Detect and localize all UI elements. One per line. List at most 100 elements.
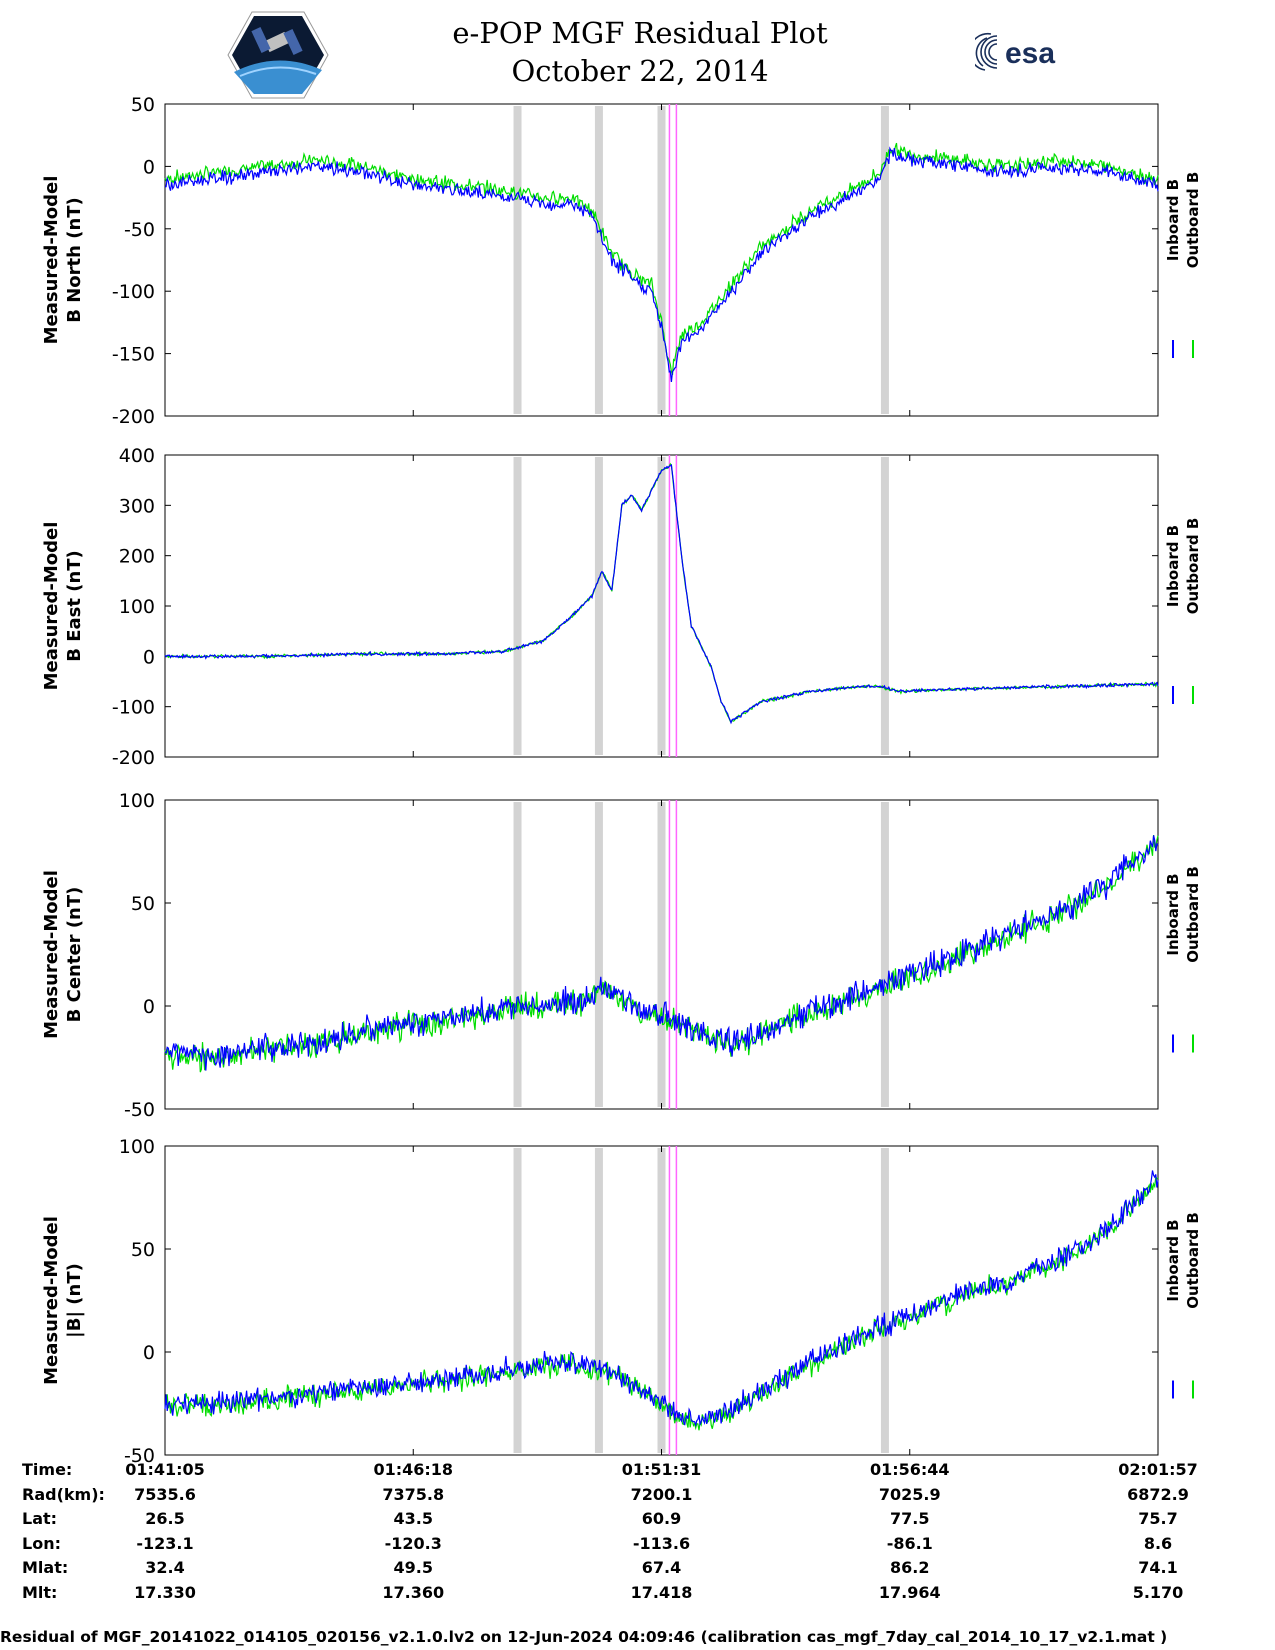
y-tick-label: -100: [112, 697, 155, 719]
y-tick-label: 50: [131, 94, 155, 116]
series-inboard-line: [164, 463, 1159, 725]
y-tick-label: 100: [119, 790, 155, 812]
info-row-label: Lon:: [22, 1533, 61, 1553]
gray-marker: [657, 802, 666, 1107]
legend-outboard-label: Outboard B: [1184, 172, 1202, 269]
y-axis-label: Measured-Model B Center (nT): [41, 870, 85, 1039]
info-row-label: Mlt:: [22, 1582, 58, 1602]
legend-outboard-label: Outboard B: [1184, 1212, 1202, 1309]
legend-inboard-label: Inboard B: [1164, 1219, 1182, 1301]
series-outboard-line: [164, 142, 1159, 376]
y-tick-label: -50: [124, 219, 155, 241]
plot-title: e-POP MGF Residual Plot October 22, 2014: [380, 14, 900, 90]
gray-marker: [880, 106, 889, 414]
gray-marker: [594, 457, 603, 755]
y-axis-label-line-2: B North (nT): [64, 197, 85, 323]
y-axis-label-line-2: |B| (nT): [64, 1263, 85, 1338]
info-cell: 7200.1: [630, 1484, 693, 1504]
info-cell: 02:01:57: [1118, 1460, 1198, 1479]
y-tick-label: 0: [143, 646, 155, 668]
info-cell: -120.3: [384, 1533, 442, 1553]
y-tick-label: 0: [143, 156, 155, 178]
y-tick-label: 50: [131, 1239, 155, 1261]
series-outboard-line: [164, 834, 1159, 1073]
y-tick-label: 300: [119, 495, 155, 517]
info-cell: 7375.8: [382, 1484, 445, 1504]
footer-caption: Residual of MGF_20141022_014105_020156_v…: [0, 1628, 1168, 1646]
y-tick-label: -100: [112, 281, 155, 303]
y-axis-label-line-2: B East (nT): [64, 550, 85, 662]
info-cell: 67.4: [641, 1558, 682, 1577]
info-cell: 7535.6: [134, 1484, 196, 1504]
legend-outboard-label: Outboard B: [1184, 866, 1202, 963]
y-tick-label: -200: [112, 747, 155, 769]
info-cell: 32.4: [145, 1558, 185, 1577]
info-cell: 17.418: [630, 1582, 693, 1602]
info-cell: 7025.9: [878, 1484, 941, 1504]
legend-inboard-label: Inboard B: [1164, 179, 1182, 261]
info-cell: 26.5: [145, 1509, 185, 1528]
y-tick-label: -150: [112, 344, 155, 366]
info-cell: -86.1: [886, 1533, 933, 1553]
y-axis-label-line-1: Measured-Model: [41, 870, 62, 1039]
esa-logo-icon: esa: [975, 32, 1055, 71]
info-cell: -113.6: [632, 1533, 691, 1553]
gray-marker: [880, 1148, 889, 1453]
info-row-label: Mlat:: [22, 1558, 69, 1577]
legend-outboard-label: Outboard B: [1184, 518, 1202, 615]
info-cell: 75.7: [1138, 1509, 1178, 1528]
info-cell: 8.6: [1143, 1533, 1173, 1553]
y-tick-label: 50: [131, 893, 155, 915]
y-tick-label: 0: [143, 1342, 155, 1364]
series-inboard-line: [164, 146, 1159, 382]
info-row-label: Rad(km):: [22, 1484, 105, 1504]
y-tick-label: 0: [143, 996, 155, 1018]
info-cell: 86.2: [890, 1558, 930, 1577]
info-cell: 01:56:44: [869, 1460, 950, 1479]
info-cell: 01:41:05: [125, 1460, 205, 1479]
info-cell: 43.5: [393, 1509, 433, 1528]
series-inboard-line: [164, 1170, 1159, 1427]
info-cell: 6872.9: [1127, 1484, 1189, 1504]
info-cell: 5.170: [1132, 1582, 1184, 1602]
y-tick-label: -50: [124, 1099, 155, 1121]
y-tick-label: 100: [119, 1136, 155, 1158]
y-axis-label-line-1: Measured-Model: [41, 522, 62, 691]
info-cell: 01:51:31: [621, 1460, 702, 1479]
legend-inboard-label: Inboard B: [1164, 873, 1182, 955]
gray-marker: [657, 106, 666, 414]
y-tick-label: 200: [119, 546, 155, 568]
y-tick-label: -200: [112, 406, 155, 428]
y-axis-label-line-1: Measured-Model: [41, 1216, 62, 1385]
info-cell: 17.360: [382, 1582, 445, 1602]
y-axis-label: Measured-Model B North (nT): [41, 176, 85, 345]
info-cell: 60.9: [641, 1509, 682, 1528]
info-cell: 77.5: [890, 1509, 930, 1528]
gray-marker: [880, 802, 889, 1107]
y-axis-label-line-1: Measured-Model: [41, 176, 62, 345]
esa-logo-text: esa: [1005, 37, 1055, 70]
info-cell: 17.964: [878, 1582, 941, 1602]
info-row-label: Time:: [22, 1460, 73, 1479]
gray-marker: [513, 457, 522, 755]
gray-marker: [594, 106, 603, 414]
y-axis-label: Measured-Model |B| (nT): [41, 1216, 85, 1385]
series-inboard-line: [164, 835, 1159, 1071]
legend-inboard-label: Inboard B: [1164, 525, 1182, 607]
info-row-label: Lat:: [22, 1509, 58, 1528]
info-cell: 49.5: [393, 1558, 433, 1577]
mission-logo-icon: [227, 11, 329, 99]
title-line-2: October 22, 2014: [511, 54, 769, 88]
gray-marker: [880, 457, 889, 755]
y-tick-label: 100: [119, 596, 155, 618]
info-cell: 01:46:18: [373, 1460, 454, 1479]
gray-marker: [513, 802, 522, 1107]
gray-marker: [594, 1148, 603, 1453]
info-cell: 17.330: [134, 1582, 196, 1602]
y-axis-label: Measured-Model B East (nT): [41, 522, 85, 691]
info-cell: 74.1: [1138, 1558, 1178, 1577]
gray-marker: [513, 106, 522, 414]
gray-marker: [657, 1148, 666, 1453]
gray-marker: [513, 1148, 522, 1453]
